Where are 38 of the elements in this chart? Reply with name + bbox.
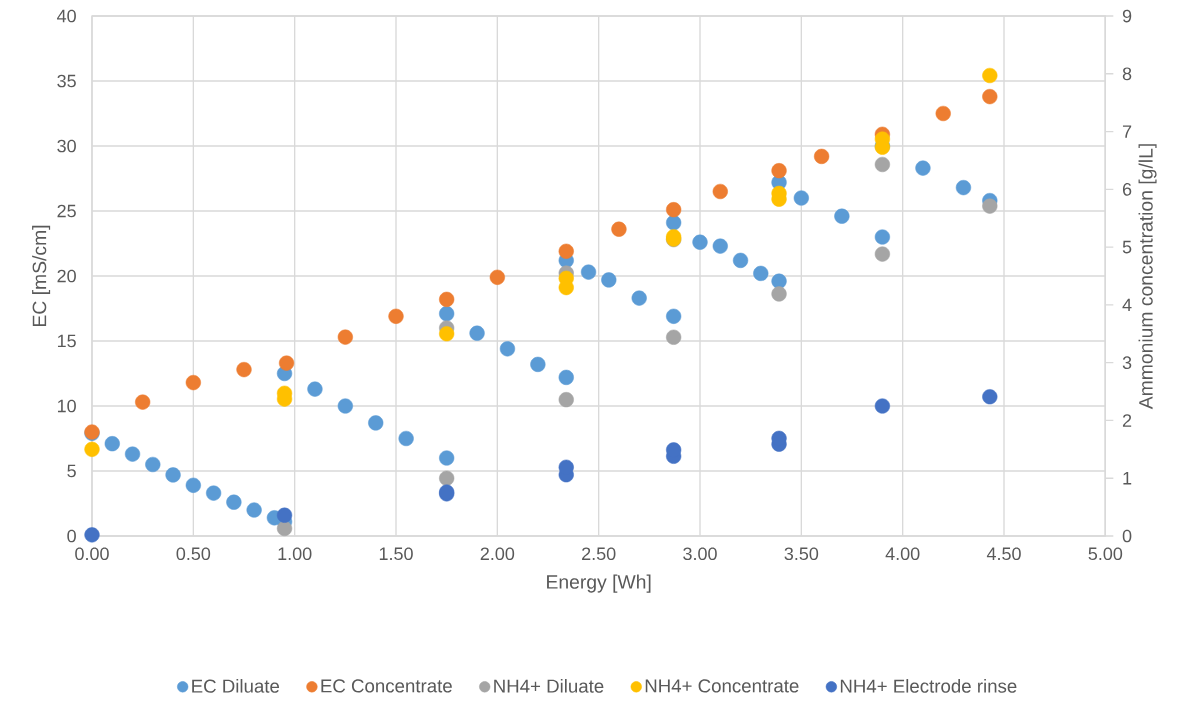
y2-tick-label: 1 [1123,472,1132,485]
y2-tick-label: 9 [1122,9,1132,23]
y2-tick-label: 4 [1122,298,1132,312]
y2-tick-label: 5 [1122,240,1132,254]
y2-tick-label: 8 [1122,67,1132,81]
x-tick-label: 0.00 [75,547,109,561]
y-tick-label: 10 [57,399,76,413]
legend-label: EC Concentrate [321,679,452,693]
x-tick-label: 1.00 [278,547,312,561]
y-axis-title: EC [mS/cm] [32,225,51,326]
x-tick-label: 4.00 [885,547,920,561]
legend-label: NH4+ Concentrate [645,679,799,693]
y-tick-label: 15 [57,334,76,348]
y-tick-label: 5 [67,464,76,478]
y2-tick-label: 6 [1122,182,1132,196]
x-tick-label: 2.50 [582,547,616,561]
x-axis-title: Energy [Wh] [547,574,651,593]
y2-axis-title: Ammonium concentration [g/lL] [1138,144,1157,410]
y-tick-label: 0 [67,529,76,543]
x-tick-label: 3.50 [784,547,819,561]
legend-label: NH4+ Diluate [494,679,604,693]
y2-tick-label: 0 [1122,529,1132,543]
y-tick-label: 30 [57,139,76,153]
x-tick-label: 3.00 [683,547,717,561]
legend-label: EC Diluate [192,679,280,693]
x-tick-label: 5.00 [1088,547,1123,561]
y-tick-label: 25 [57,204,76,218]
y-tick-label: 35 [57,74,76,88]
y2-tick-label: 2 [1122,414,1132,427]
x-tick-label: 2.00 [480,547,515,561]
y2-tick-label: 3 [1122,356,1132,370]
y-tick-label: 20 [57,269,76,283]
x-tick-label: 0.50 [176,547,211,561]
legend-label: NH4+ Electrode rinse [840,679,1017,693]
y-tick-label: 40 [57,9,76,23]
x-tick-label: 4.50 [986,547,1021,561]
y2-tick-label: 7 [1122,125,1132,138]
x-tick-label: 1.50 [379,547,413,561]
